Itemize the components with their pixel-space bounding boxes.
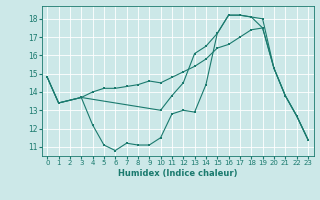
X-axis label: Humidex (Indice chaleur): Humidex (Indice chaleur) [118, 169, 237, 178]
